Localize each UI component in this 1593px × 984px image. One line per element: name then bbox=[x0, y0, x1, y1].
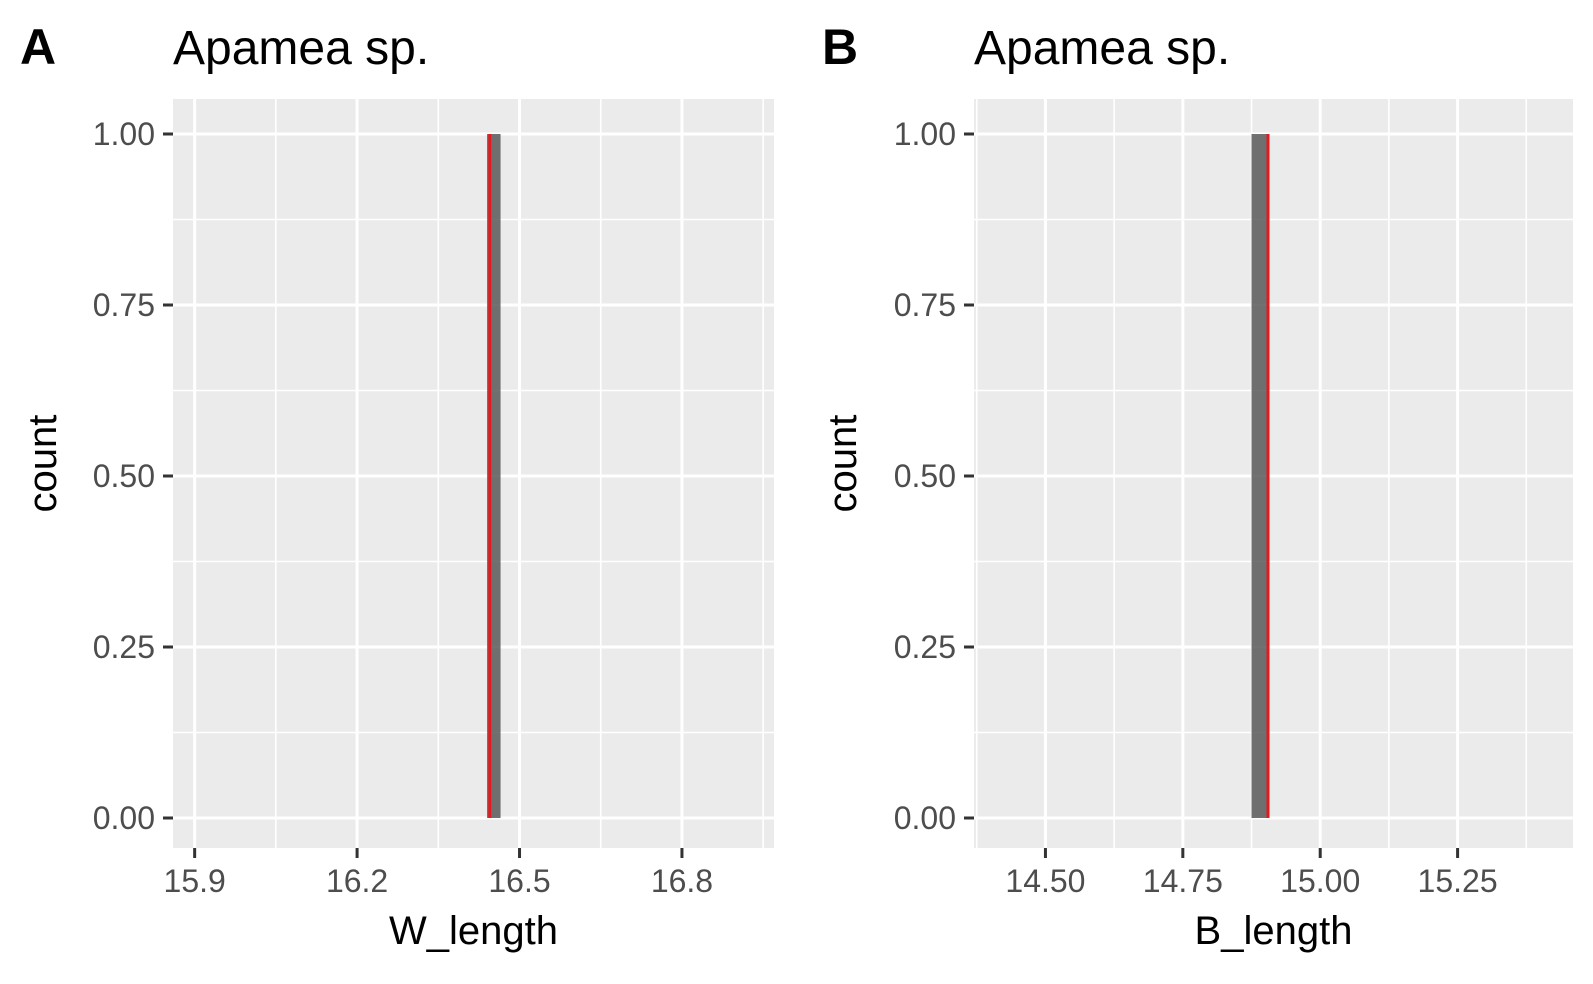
y-tick-label: 0.75 bbox=[894, 287, 956, 323]
panel-b: 0.00 0.25 0.50 0.75 1.00 14.50 14.75 15.00 15.25… bbox=[821, 19, 1573, 953]
x-tick-label: 14.50 bbox=[1005, 863, 1085, 899]
x-tick-label: 16.8 bbox=[651, 863, 713, 899]
x-tick-label: 15.9 bbox=[164, 863, 226, 899]
x-tick-label: 15.00 bbox=[1280, 863, 1360, 899]
y-axis-title: count bbox=[21, 415, 65, 513]
y-tick-label: 0.25 bbox=[894, 629, 956, 665]
y-tick-label: 0.50 bbox=[894, 458, 956, 494]
plot-background bbox=[173, 99, 774, 848]
x-tick-label: 14.75 bbox=[1143, 863, 1223, 899]
y-tick-label: 0.00 bbox=[93, 800, 155, 836]
y-tick-label: 0.25 bbox=[93, 629, 155, 665]
y-tick-label: 1.00 bbox=[93, 116, 155, 152]
histogram-bar bbox=[1251, 134, 1269, 818]
panel-tag: B bbox=[822, 19, 858, 75]
x-tick-label: 15.25 bbox=[1418, 863, 1498, 899]
panel-tag: A bbox=[20, 19, 56, 75]
chart-title: Apamea sp. bbox=[173, 22, 429, 75]
y-tick-label: 0.75 bbox=[93, 287, 155, 323]
y-tick-label: 0.00 bbox=[894, 800, 956, 836]
x-tick-label: 16.5 bbox=[488, 863, 550, 899]
y-tick-label: 0.50 bbox=[93, 458, 155, 494]
x-axis-title: W_length bbox=[389, 909, 558, 953]
x-tick-label: 16.2 bbox=[326, 863, 388, 899]
y-axis-title: count bbox=[821, 415, 865, 513]
plot-background bbox=[974, 99, 1573, 848]
panel-a: 0.00 0.25 0.50 0.75 1.00 15.9 16.2 16.5 16.8 W_le… bbox=[20, 19, 774, 953]
x-axis-title: B_length bbox=[1195, 909, 1353, 953]
y-tick-label: 1.00 bbox=[894, 116, 956, 152]
chart-title: Apamea sp. bbox=[974, 22, 1230, 75]
